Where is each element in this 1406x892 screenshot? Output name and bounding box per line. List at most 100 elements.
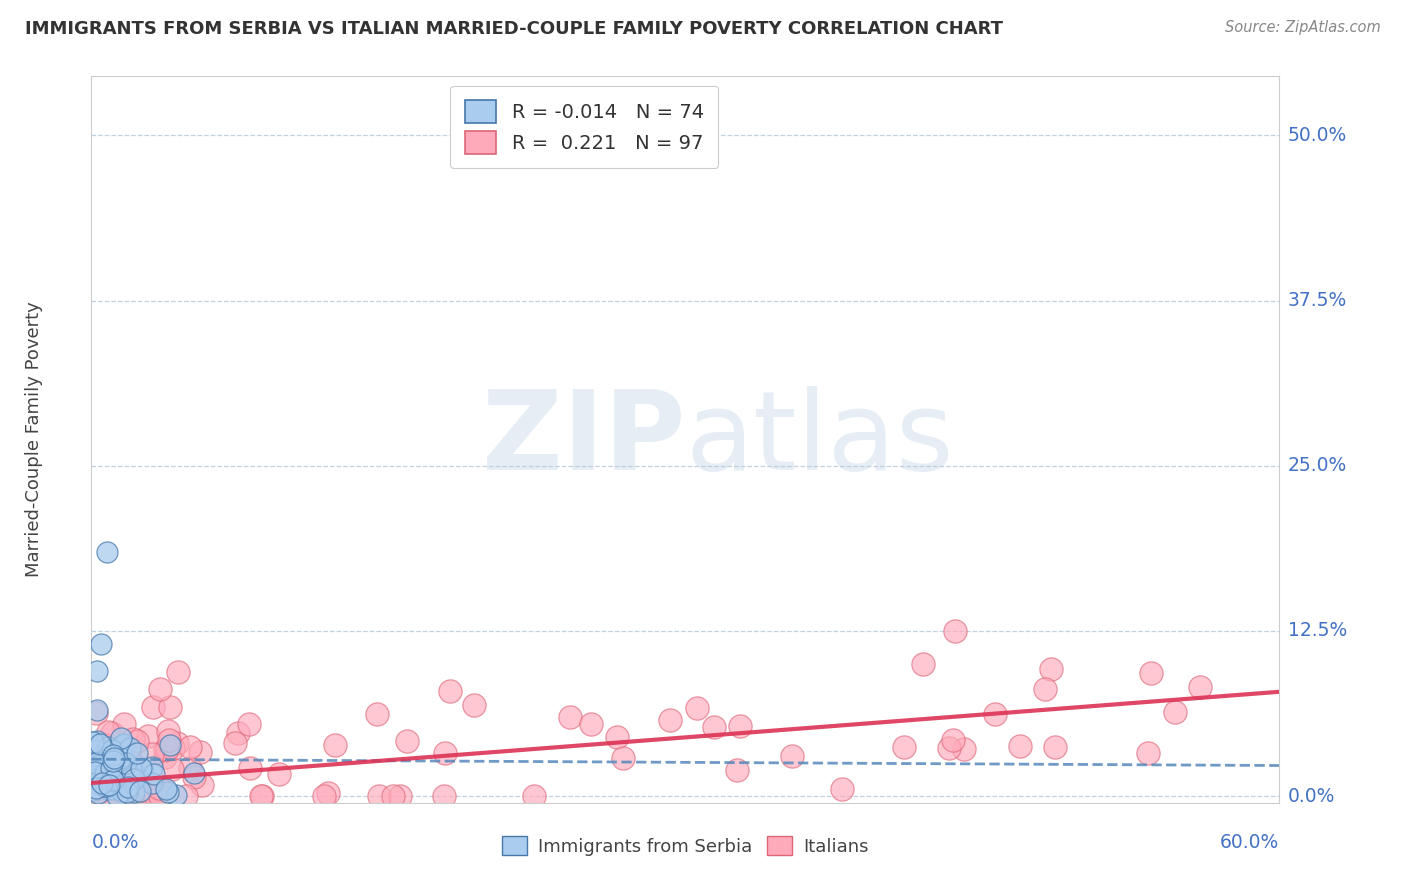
Point xyxy=(984,706,1007,721)
Point xyxy=(131,762,153,776)
Point xyxy=(100,725,122,739)
Point xyxy=(162,763,184,777)
Point xyxy=(1040,662,1063,676)
Text: 37.5%: 37.5% xyxy=(1288,291,1347,310)
Point xyxy=(952,742,974,756)
Point xyxy=(129,784,152,798)
Point xyxy=(252,789,274,804)
Point xyxy=(96,544,118,558)
Point xyxy=(84,789,107,804)
Point xyxy=(101,754,124,768)
Point xyxy=(911,657,934,671)
Point xyxy=(239,761,262,775)
Point xyxy=(1010,739,1032,754)
Point xyxy=(153,743,176,757)
Point xyxy=(659,713,682,727)
Point xyxy=(97,789,120,804)
Point xyxy=(523,789,546,804)
Point xyxy=(93,780,115,794)
Point xyxy=(89,737,111,751)
Point xyxy=(110,753,132,767)
Point xyxy=(612,750,634,764)
Point xyxy=(316,786,339,800)
Point xyxy=(101,742,124,756)
Point xyxy=(84,756,107,771)
Point xyxy=(110,750,132,764)
Point xyxy=(155,741,177,756)
Point xyxy=(433,747,456,761)
Point xyxy=(249,789,271,804)
Point xyxy=(152,784,174,798)
Point xyxy=(94,761,117,775)
Point xyxy=(96,779,118,793)
Point xyxy=(97,724,120,739)
Text: 0.0%: 0.0% xyxy=(91,833,139,853)
Point xyxy=(97,756,120,770)
Point xyxy=(942,733,965,747)
Point xyxy=(148,780,170,795)
Point xyxy=(831,782,853,797)
Point xyxy=(395,734,418,748)
Point xyxy=(125,734,148,748)
Point xyxy=(159,738,181,752)
Point xyxy=(120,740,142,755)
Point xyxy=(117,785,139,799)
Point xyxy=(103,751,125,765)
Point xyxy=(127,789,149,804)
Point xyxy=(166,736,188,750)
Point xyxy=(943,624,966,638)
Point xyxy=(1043,739,1066,754)
Point xyxy=(179,761,201,775)
Text: ZIP: ZIP xyxy=(482,386,685,492)
Point xyxy=(112,737,135,751)
Point xyxy=(90,780,112,794)
Point xyxy=(122,772,145,787)
Text: 25.0%: 25.0% xyxy=(1288,456,1347,475)
Text: atlas: atlas xyxy=(685,386,953,492)
Point xyxy=(98,756,121,770)
Point xyxy=(94,779,117,793)
Point xyxy=(107,752,129,766)
Point xyxy=(84,763,107,777)
Point xyxy=(381,789,404,804)
Point xyxy=(86,664,108,678)
Point xyxy=(162,741,184,756)
Point xyxy=(323,738,346,752)
Text: Source: ZipAtlas.com: Source: ZipAtlas.com xyxy=(1225,20,1381,35)
Point xyxy=(111,738,134,752)
Point xyxy=(98,752,121,766)
Point xyxy=(129,762,152,776)
Point xyxy=(82,771,104,785)
Point xyxy=(101,747,124,762)
Point xyxy=(149,789,172,804)
Point xyxy=(120,771,142,785)
Point xyxy=(606,730,628,744)
Point xyxy=(165,788,187,802)
Point xyxy=(101,743,124,757)
Point xyxy=(190,778,212,792)
Point xyxy=(267,767,290,781)
Point xyxy=(115,789,138,804)
Point xyxy=(110,789,132,804)
Text: Married-Couple Family Poverty: Married-Couple Family Poverty xyxy=(25,301,44,577)
Point xyxy=(101,781,124,796)
Text: 12.5%: 12.5% xyxy=(1288,622,1347,640)
Point xyxy=(118,789,141,804)
Point xyxy=(143,766,166,780)
Point xyxy=(1136,746,1159,760)
Point xyxy=(224,736,246,750)
Point xyxy=(91,776,114,790)
Point xyxy=(149,682,172,697)
Point xyxy=(82,762,104,776)
Text: 50.0%: 50.0% xyxy=(1288,126,1347,145)
Point xyxy=(1164,705,1187,719)
Point xyxy=(183,766,205,780)
Point xyxy=(82,735,104,749)
Point xyxy=(1033,682,1056,697)
Point xyxy=(121,789,143,804)
Point xyxy=(226,725,249,739)
Point xyxy=(111,784,134,798)
Point xyxy=(893,740,915,755)
Point xyxy=(167,665,190,679)
Point xyxy=(703,720,725,734)
